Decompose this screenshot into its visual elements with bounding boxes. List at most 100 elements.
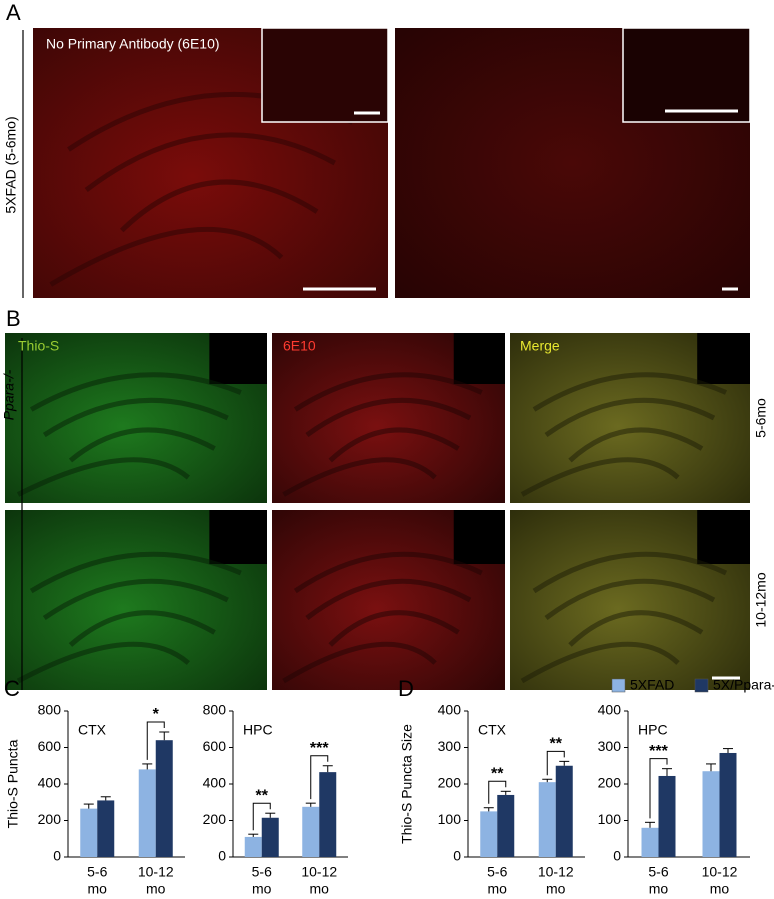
legend-swatch [694, 678, 709, 693]
y-tick-label: 100 [438, 811, 462, 827]
y-tick-label: 300 [598, 738, 622, 754]
bar [319, 772, 337, 857]
tissue-layer [532, 551, 728, 594]
tissue-layer [328, 427, 460, 463]
y-tick-label: 600 [38, 738, 62, 754]
tissue-layer [282, 641, 437, 684]
tissue-layer [16, 457, 190, 497]
tissue-layer [568, 427, 704, 463]
y-tick-label: 100 [598, 811, 622, 827]
panel-letter: A [6, 0, 21, 25]
x-tick-label: mo [88, 881, 108, 897]
bar [80, 808, 98, 857]
panel-letter: B [6, 306, 21, 331]
x-tick-label: mo [710, 881, 730, 897]
inset [622, 27, 751, 123]
tissue-layer [544, 578, 716, 621]
row-label: 5XFAD (5-6mo) [3, 116, 19, 213]
bar [719, 752, 737, 857]
tissue-layer [282, 457, 437, 497]
significance-bracket [146, 721, 165, 760]
column-label: 6E10 [283, 338, 316, 354]
panel-letter: D [398, 676, 414, 701]
y-axis-label: Thio-S Puncta Size [399, 724, 415, 844]
significance-label: *** [310, 740, 329, 757]
legend-swatch [611, 678, 626, 693]
row-label: 10-12mo [753, 572, 769, 627]
background [209, 333, 267, 384]
bar [97, 800, 115, 857]
tissue-layer [520, 641, 680, 684]
tissue-layer [293, 372, 483, 412]
x-tick-label: mo [252, 881, 272, 897]
x-tick-label: 10-12 [301, 864, 337, 880]
tissue-layer [49, 226, 284, 287]
x-tick-label: 5-6 [87, 864, 107, 880]
tissue-layer [29, 551, 242, 594]
significance-bracket [252, 802, 271, 831]
y-tick-label: 400 [203, 775, 227, 791]
y-tick-label: 0 [453, 848, 461, 864]
x-tick-label: mo [310, 881, 330, 897]
tissue-layer [305, 578, 472, 620]
background [209, 510, 267, 564]
x-tick-label: mo [488, 881, 508, 897]
y-axis-label: Thio-S Puncta [5, 739, 21, 828]
significance-label: ** [256, 787, 269, 804]
significance-label: ** [550, 736, 563, 753]
bar [155, 740, 173, 857]
inset [261, 27, 389, 123]
y-tick-label: 300 [438, 738, 462, 754]
image-label: No Primary Antibody (6E10) [46, 36, 220, 52]
x-tick-label: 10-12 [702, 864, 738, 880]
chart-title: CTX [478, 722, 507, 738]
tissue-layer [68, 610, 216, 647]
y-tick-label: 200 [438, 775, 462, 791]
bar [555, 765, 573, 857]
x-tick-label: 10-12 [538, 864, 574, 880]
y-tick-label: 0 [53, 848, 61, 864]
tissue-layer [532, 372, 728, 412]
bar [497, 794, 515, 857]
y-tick-label: 400 [438, 702, 462, 718]
significance-bracket [649, 758, 668, 819]
tissue-layer [42, 578, 229, 621]
tissue-layer [305, 397, 472, 438]
x-tick-label: 5-6 [487, 864, 507, 880]
legend-label: 5X/Ppara-/- [713, 677, 774, 693]
y-tick-label: 0 [218, 848, 226, 864]
row-label: 5-6mo [753, 398, 769, 438]
y-tick-label: 400 [38, 775, 62, 791]
bar [480, 811, 498, 857]
y-tick-label: 200 [203, 811, 227, 827]
tissue-layer [293, 551, 483, 594]
background [453, 510, 505, 564]
tissue-layer [120, 179, 319, 233]
chart-title: HPC [638, 722, 668, 738]
significance-label: ** [491, 766, 504, 783]
row-label: Ppara-/- [1, 369, 17, 420]
significance-label: *** [649, 743, 668, 760]
bar [261, 817, 279, 857]
x-tick-label: 5-6 [252, 864, 272, 880]
x-tick-label: mo [649, 881, 669, 897]
column-label: Merge [520, 338, 560, 354]
bar [244, 836, 262, 857]
y-tick-label: 400 [598, 702, 622, 718]
bar [138, 769, 156, 857]
tissue-layer [16, 641, 191, 684]
x-tick-label: mo [146, 881, 166, 897]
significance-label: * [153, 706, 160, 723]
background [697, 510, 750, 564]
bar [641, 827, 659, 857]
tissue-layer [520, 457, 680, 497]
y-tick-label: 800 [203, 702, 227, 718]
bar [702, 771, 720, 857]
x-tick-label: 10-12 [138, 864, 174, 880]
significance-bracket [488, 780, 507, 804]
chart-title: CTX [78, 722, 107, 738]
bar [538, 782, 556, 857]
x-tick-label: mo [546, 881, 566, 897]
background [453, 333, 505, 384]
